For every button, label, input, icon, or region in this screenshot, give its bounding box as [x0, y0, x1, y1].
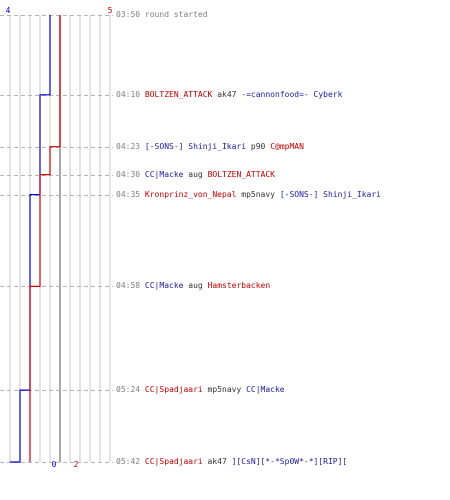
event-time: 04:10	[116, 90, 141, 99]
red-final-count: 2	[74, 460, 79, 469]
event-time: 03:50	[116, 10, 141, 19]
event-time: 05:42	[116, 457, 141, 466]
event-row: 04:10 BOLTZEN_ATTACK ak47 -=cannonfood=-…	[116, 90, 342, 100]
weapon-name: aug	[188, 281, 203, 290]
weapon-name: mp5navy	[207, 385, 242, 394]
event-time: 04:30	[116, 170, 141, 179]
killer-name: Kronprinz_von_Nepal	[144, 190, 237, 199]
weapon-name: p90	[250, 142, 266, 151]
event-row: 04:30 CC|Macke aug BOLTZEN_ATTACK	[116, 170, 275, 180]
event-guide-lines	[0, 15, 113, 463]
event-row: 03:50 round started	[116, 10, 208, 20]
victim-name: -=cannonfood=- Cyberk	[241, 90, 343, 99]
blue-final-count: 0	[52, 460, 57, 469]
weapon-name: mp5navy	[241, 190, 275, 199]
victim-name: BOLTZEN_ATTACK	[207, 170, 275, 179]
red-team-step-line	[29, 15, 61, 462]
event-time: 04:23	[116, 142, 141, 151]
victim-name: Hamsterbacken	[207, 281, 271, 290]
blue-team-step-line	[10, 15, 51, 463]
weapon-name: aug	[188, 170, 203, 179]
event-message: round started	[144, 10, 208, 19]
event-row: 04:58 CC|Macke aug Hamsterbacken	[116, 281, 270, 291]
killer-name: CC|Spadjaari	[144, 385, 203, 394]
event-time: 05:24	[116, 385, 141, 394]
killer-name: CC|Spadjaari	[144, 457, 203, 466]
victim-name: CC|Macke	[246, 385, 285, 394]
team-step-lines	[10, 15, 61, 463]
killer-name: CC|Macke	[144, 170, 184, 179]
event-row: 05:24 CC|Spadjaari mp5navy CC|Macke	[116, 385, 285, 395]
victim-name: C@mpMAN	[270, 142, 304, 151]
event-row: 05:42 CC|Spadjaari ak47 ][CsN][*-*Sp0W*-…	[116, 457, 347, 467]
weapon-name: ak47	[207, 457, 227, 466]
weapon-name: ak47	[217, 90, 237, 99]
event-time: 04:35	[116, 190, 141, 199]
victim-name: ][CsN][*-*Sp0W*-*][RIP][	[231, 457, 348, 466]
event-row: 04:35 Kronprinz_von_Nepal mp5navy [-SONS…	[116, 190, 381, 200]
event-row: 04:23 [-SONS-] Shinji_Ikari p90 C@mpMAN	[116, 142, 304, 152]
blue-start-count: 4	[6, 6, 11, 15]
killer-name: CC|Macke	[144, 281, 184, 290]
event-time: 04:58	[116, 281, 141, 290]
killer-name: [-SONS-] Shinji_Ikari	[144, 142, 247, 151]
killer-name: BOLTZEN_ATTACK	[144, 90, 213, 99]
red-start-count: 5	[108, 6, 113, 15]
victim-name: [-SONS-] Shinji_Ikari	[279, 190, 381, 199]
